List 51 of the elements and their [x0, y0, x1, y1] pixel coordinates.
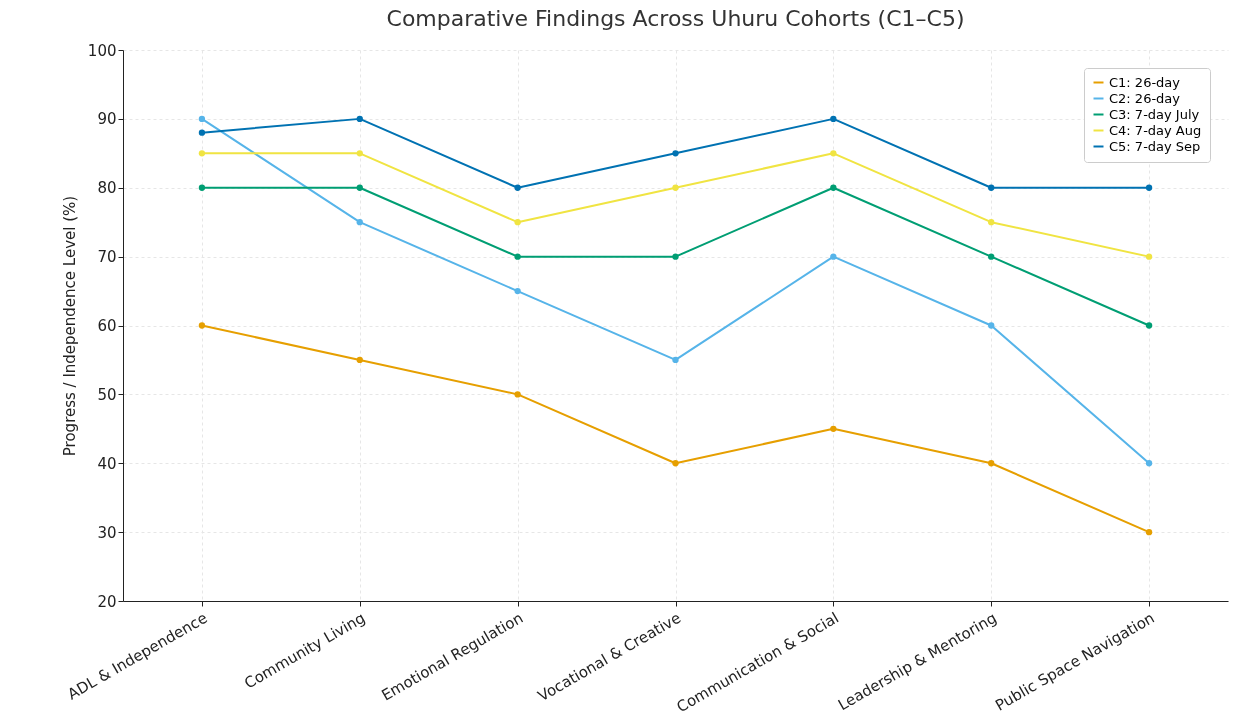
point	[356, 115, 363, 123]
legend-label: C4: 7-day Aug	[1109, 122, 1202, 138]
point	[830, 253, 837, 260]
y-tick-label: 100	[87, 41, 117, 60]
point	[356, 356, 363, 364]
point	[356, 184, 363, 191]
y-axis-title: Progress / Independence Level (%)	[60, 195, 79, 457]
chart-title: Comparative Findings Across Uhuru Cohorts (C1–C5)	[386, 6, 965, 31]
y-tick-label: 70	[97, 248, 117, 267]
point	[672, 150, 679, 157]
y-tick-label: 90	[97, 110, 117, 129]
point	[356, 150, 363, 157]
point	[830, 425, 837, 432]
point	[988, 219, 995, 226]
point	[672, 356, 679, 364]
point	[1145, 322, 1153, 329]
point	[198, 322, 206, 329]
point	[198, 184, 206, 191]
point	[514, 391, 521, 398]
point	[988, 184, 995, 191]
point	[988, 322, 995, 329]
point	[198, 129, 206, 136]
point	[1145, 253, 1153, 260]
point	[672, 460, 679, 467]
point	[1145, 184, 1153, 191]
point	[1145, 460, 1153, 467]
point	[514, 287, 521, 295]
y-tick-label: 50	[97, 385, 117, 404]
point	[514, 219, 521, 226]
point	[988, 460, 995, 467]
point	[672, 184, 679, 191]
legend-label: C5: 7-day Sep	[1109, 138, 1201, 154]
point	[198, 115, 206, 123]
point	[514, 184, 521, 191]
point	[830, 115, 837, 123]
y-tick-label: 30	[97, 523, 117, 542]
legend-label: C1: 26-day	[1109, 74, 1181, 90]
legend-label: C3: 7-day July	[1109, 106, 1200, 122]
point	[988, 253, 995, 260]
point	[830, 184, 837, 191]
point	[514, 253, 521, 260]
legend-label: C2: 26-day	[1109, 90, 1181, 106]
y-tick-label: 80	[97, 179, 117, 198]
y-tick-label: 20	[97, 592, 117, 611]
point	[672, 253, 679, 260]
point	[356, 219, 363, 226]
point	[1145, 528, 1153, 536]
y-tick-label: 60	[97, 317, 117, 335]
point	[198, 150, 206, 157]
point	[830, 150, 837, 157]
y-tick-label: 40	[97, 454, 117, 473]
